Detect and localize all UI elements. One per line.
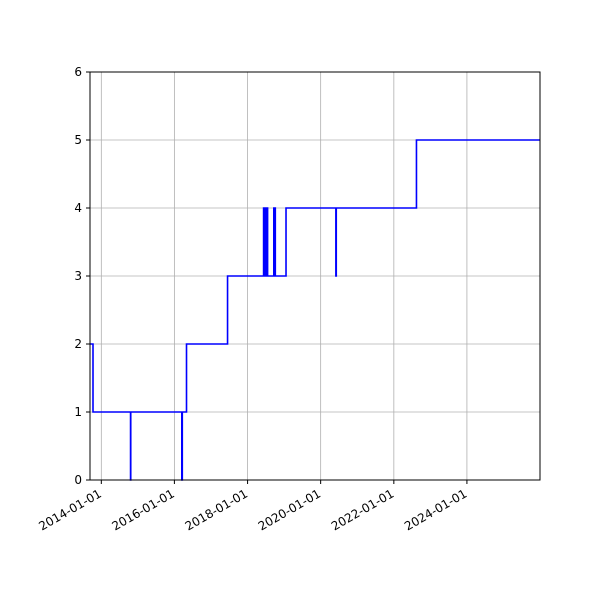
y-tick-label: 0 [74, 473, 82, 487]
series-layer [90, 139, 540, 481]
y-tick-label: 5 [74, 133, 82, 147]
series-line [90, 139, 540, 481]
y-tick-label: 6 [74, 65, 82, 79]
y-tick-label: 4 [74, 201, 82, 215]
y-tick-label: 1 [74, 405, 82, 419]
y-tick-label: 3 [74, 269, 82, 283]
y-tick-label: 2 [74, 337, 82, 351]
y-axis: 0 1 2 3 4 5 6 [74, 65, 90, 487]
